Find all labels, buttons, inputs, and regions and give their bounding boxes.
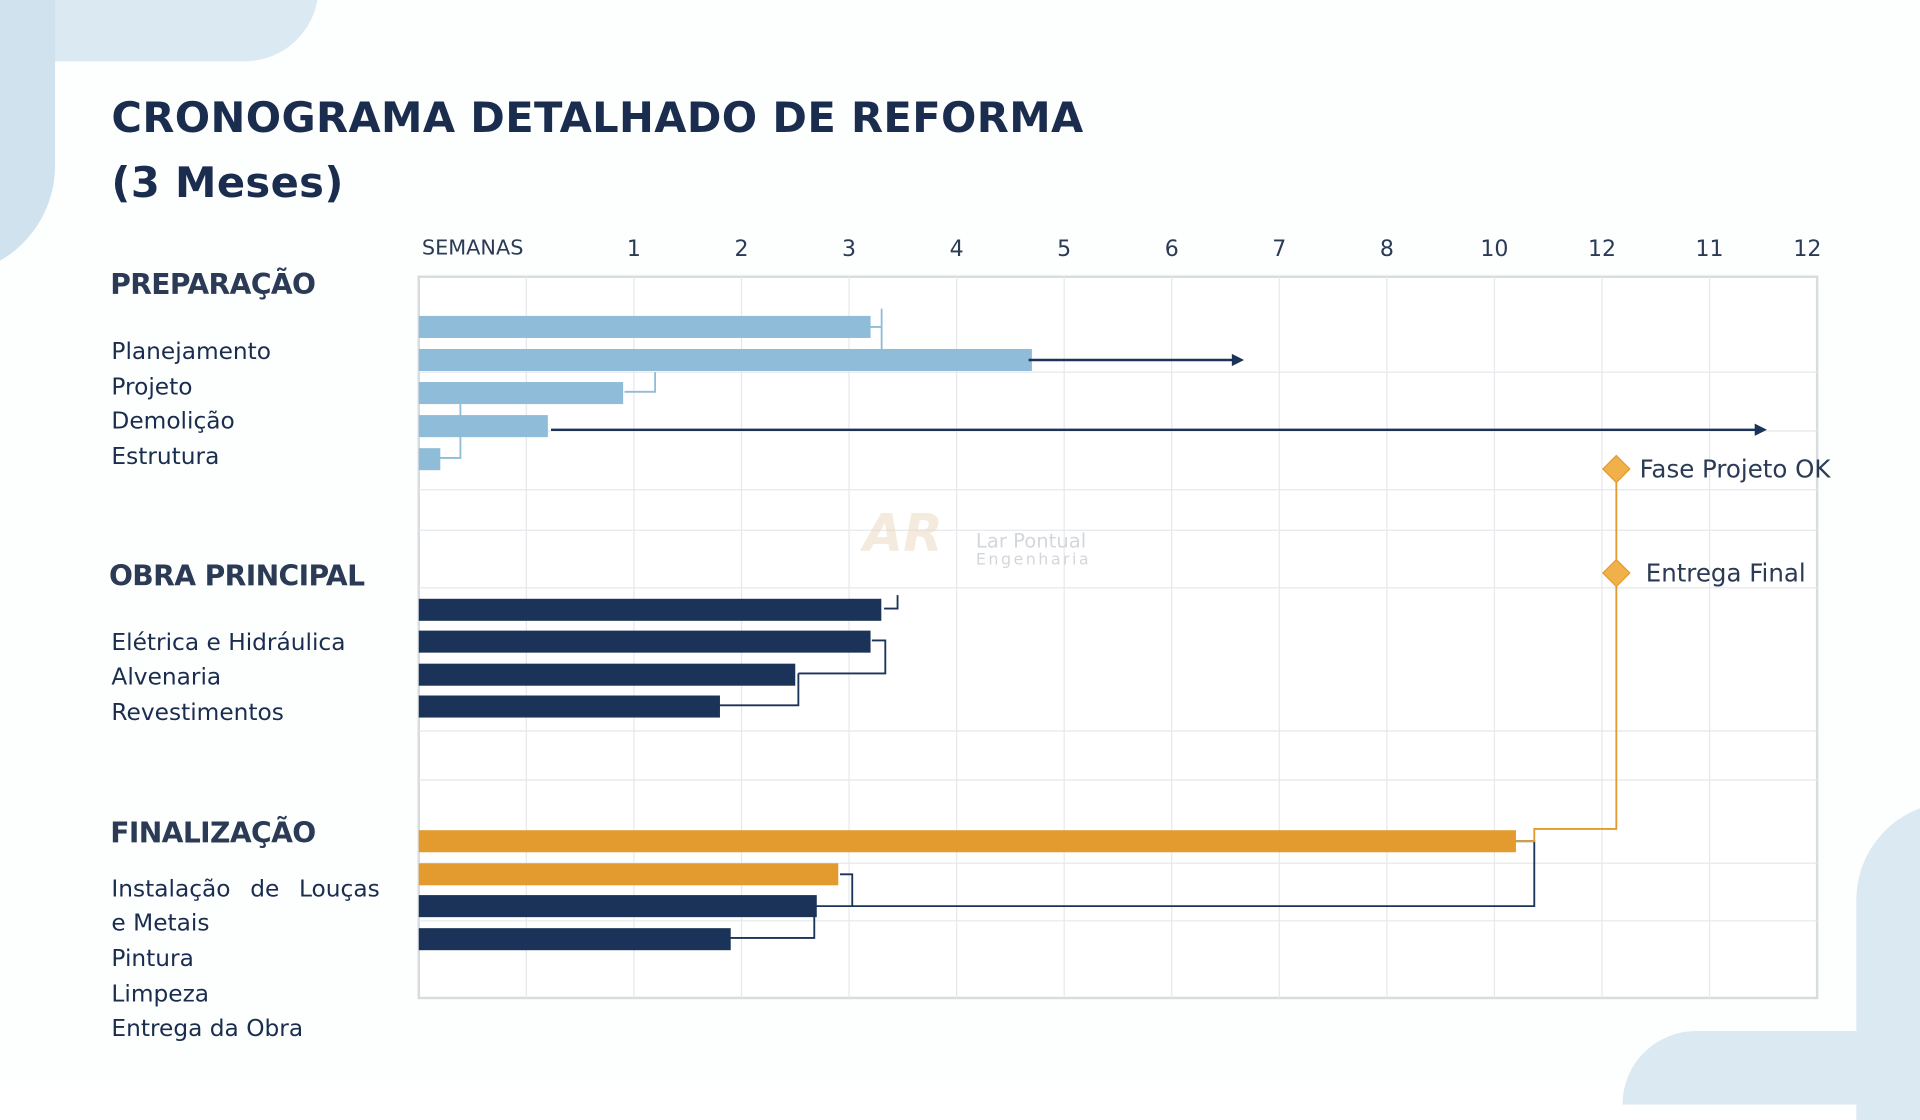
tick-label: 1 xyxy=(626,236,641,263)
task-bar xyxy=(418,928,731,951)
task-label: Planejamento xyxy=(111,337,272,365)
page-title: CRONOGRAMA DETALHADO DE REFORMA xyxy=(111,94,1084,144)
task-bar xyxy=(418,382,624,405)
tick-label: 3 xyxy=(842,236,857,263)
arrow-head-icon xyxy=(1754,423,1767,436)
task-bar xyxy=(418,630,871,653)
gantt-chart xyxy=(417,275,1819,1000)
dependency-connector xyxy=(884,595,899,610)
task-label: e Metais xyxy=(111,909,210,937)
task-label: Elétrica e Hidráulica xyxy=(111,629,346,657)
task-bar xyxy=(418,695,720,718)
milestone-diamond-icon xyxy=(1601,454,1631,484)
watermark: AR Lar Pontual Engenharia xyxy=(863,508,1092,570)
task-bar xyxy=(418,863,839,886)
milestone-connector xyxy=(1515,468,1618,843)
task-bar xyxy=(418,830,1516,853)
section-label-preparacao: PREPARAÇÃO xyxy=(110,269,316,302)
milestone-diamond-icon xyxy=(1601,558,1631,588)
section-label-finalizacao: FINALIZAÇÃO xyxy=(110,817,316,850)
tick-label: 11 xyxy=(1695,236,1724,263)
task-label: Entrega da Obra xyxy=(111,1015,304,1043)
dependency-connector xyxy=(438,404,462,459)
watermark-logo: AR xyxy=(863,503,943,564)
watermark-line2: Engenharia xyxy=(975,551,1092,570)
tick-label: 7 xyxy=(1272,236,1287,263)
task-label: Estrutura xyxy=(111,443,220,471)
dependency-connector xyxy=(624,372,657,393)
section-label-obra-principal: OBRA PRINCIPAL xyxy=(108,560,365,593)
tick-label: 12 xyxy=(1793,236,1822,263)
task-label: Pintura xyxy=(111,945,194,973)
dependency-connector xyxy=(866,308,883,368)
task-label: Alvenaria xyxy=(111,663,222,691)
task-label: Revestimentos xyxy=(111,699,284,727)
dependency-connector xyxy=(798,639,887,675)
tick-label: 2 xyxy=(734,236,749,263)
task-label: Limpeza xyxy=(111,980,210,1008)
dependency-connector xyxy=(814,873,854,908)
dependency-connector xyxy=(718,673,800,707)
tick-label: 4 xyxy=(949,236,964,263)
milestone-label: Fase Projeto OK xyxy=(1639,454,1831,484)
task-label: Instalação de Louças xyxy=(111,875,380,903)
task-bar xyxy=(418,315,871,338)
task-bar xyxy=(418,895,817,918)
page-subtitle: (3 Meses) xyxy=(111,159,344,209)
axis-label: SEMANAS xyxy=(421,236,524,261)
dependency-connector xyxy=(729,906,816,939)
task-label: Demolição xyxy=(111,407,235,435)
tick-label: 12 xyxy=(1587,236,1617,263)
task-bar xyxy=(418,348,1032,372)
milestone-label: Entrega Final xyxy=(1645,558,1806,588)
task-label: Projeto xyxy=(111,373,193,401)
task-bar xyxy=(418,415,548,438)
arrow-head-icon xyxy=(1231,353,1245,367)
tick-label: 6 xyxy=(1164,236,1179,263)
task-bar xyxy=(418,598,882,621)
task-bar xyxy=(418,448,441,471)
watermark-line1: Lar Pontual xyxy=(975,528,1087,553)
tick-label: 10 xyxy=(1480,236,1509,263)
task-bar xyxy=(418,663,796,686)
tick-label: 5 xyxy=(1057,236,1072,263)
tick-label: 8 xyxy=(1379,236,1394,263)
